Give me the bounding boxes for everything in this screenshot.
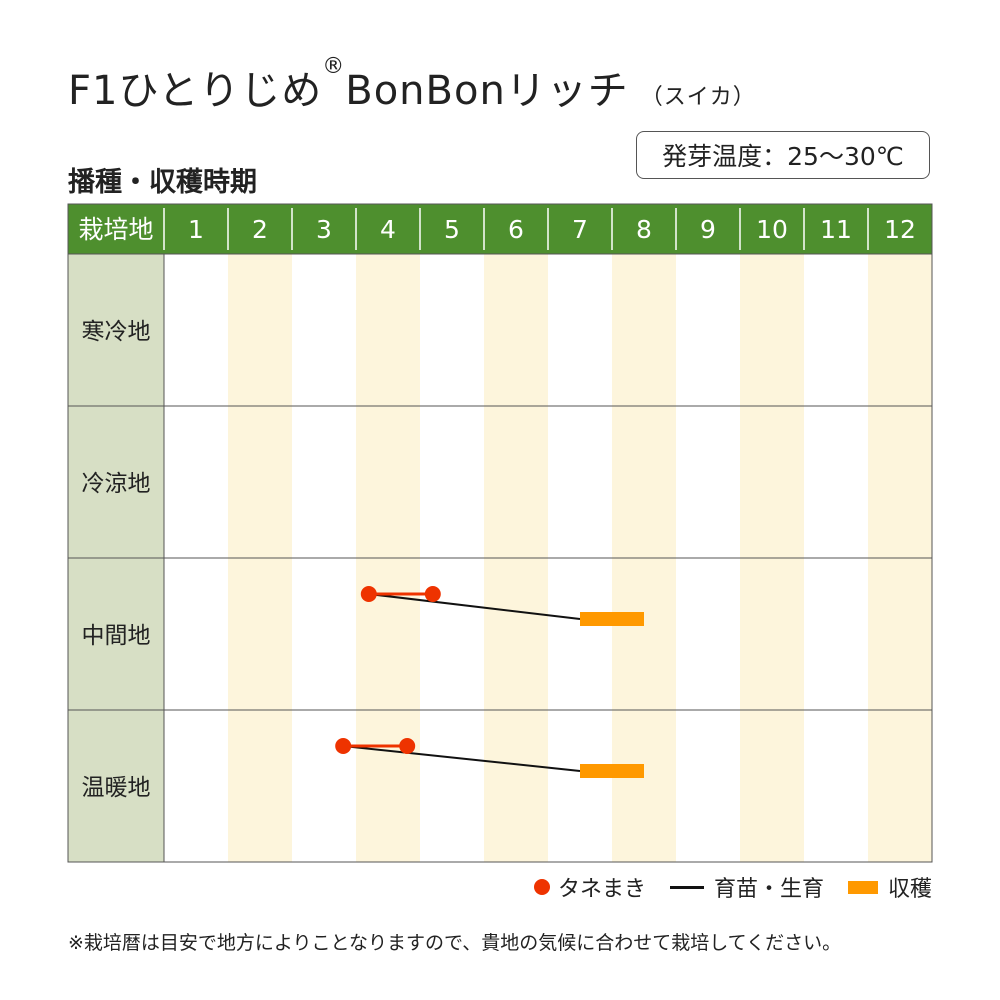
registered-mark: ® xyxy=(322,54,346,79)
title-main: F1ひとりじめ xyxy=(68,68,323,114)
footnote: ※栽培暦は目安で地方によりことなりますので、貴地の気候に合わせて栽培してください… xyxy=(68,932,842,954)
title-sub: （スイカ） xyxy=(640,85,756,110)
month-label-3: 3 xyxy=(316,215,332,244)
section-label: 播種・収穫時期 xyxy=(68,167,257,198)
region-label-1: 寒冷地 xyxy=(82,319,151,345)
harvest-bar xyxy=(580,612,644,626)
nursery-line xyxy=(368,593,581,620)
page-title: F1ひとりじめ®BonBonリッチ （スイカ） xyxy=(68,54,756,116)
nursery-line-icon xyxy=(669,885,704,889)
legend-label-nursery: 育苗・生育 xyxy=(713,877,824,902)
harvest-bar xyxy=(580,764,644,778)
legend-item-harvest: 収穫 xyxy=(847,871,932,903)
sowing-start-point xyxy=(335,738,352,754)
month-label-9: 9 xyxy=(700,215,716,244)
header-row xyxy=(68,204,932,254)
title-variety: BonBonリッチ xyxy=(345,68,629,114)
region-label-2: 冷涼地 xyxy=(82,471,151,497)
sowing-end-point xyxy=(399,738,416,754)
region-label-4: 温暖地 xyxy=(82,775,151,801)
sowing-end-point xyxy=(424,586,441,602)
month-label-1: 1 xyxy=(188,215,204,244)
legend-label-sowing: タネまき xyxy=(557,877,646,902)
germination-temp-badge: 発芽温度：25～30℃ xyxy=(636,131,930,179)
month-label-2: 2 xyxy=(252,215,268,244)
month-label-11: 11 xyxy=(820,215,852,244)
legend-item-nursery: 育苗・生育 xyxy=(669,871,824,903)
sowing-dot-icon xyxy=(533,879,550,895)
legend: タネまき 育苗・生育 収穫 xyxy=(500,870,932,904)
month-label-10: 10 xyxy=(756,215,788,244)
month-label-4: 4 xyxy=(380,215,396,244)
month-label-7: 7 xyxy=(572,215,588,244)
chart-border xyxy=(67,203,933,863)
harvest-bar-icon xyxy=(847,880,878,894)
legend-item-sowing: タネまき xyxy=(533,871,646,903)
month-label-5: 5 xyxy=(444,215,460,244)
header-label-region: 栽培地 xyxy=(78,215,153,244)
month-label-8: 8 xyxy=(636,215,652,244)
nursery-line xyxy=(343,745,581,772)
legend-label-harvest: 収穫 xyxy=(887,877,932,902)
region-label-3: 中間地 xyxy=(82,623,151,649)
month-label-6: 6 xyxy=(508,215,524,244)
month-label-12: 12 xyxy=(884,215,916,244)
sowing-start-point xyxy=(360,586,377,602)
